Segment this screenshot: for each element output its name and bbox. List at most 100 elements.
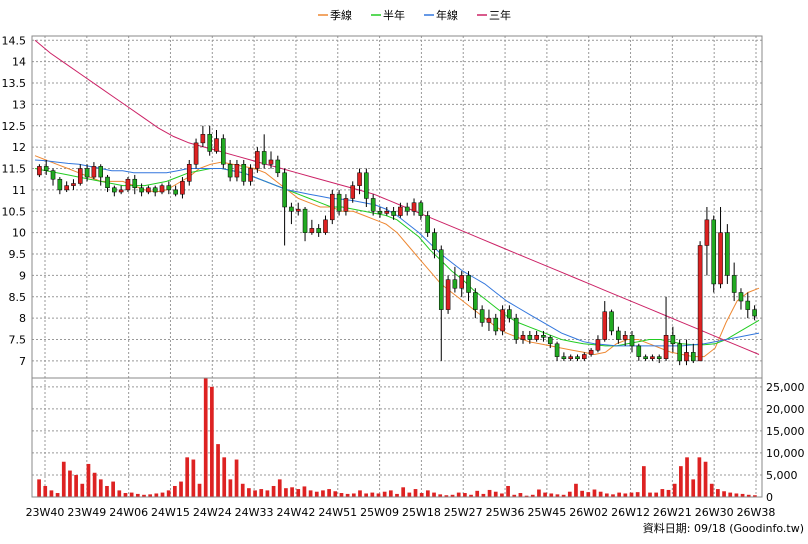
price-tick-label: 8.5	[9, 291, 27, 304]
volume-bar	[604, 493, 609, 497]
volume-bar	[500, 493, 504, 497]
x-tick-label: 26W38	[737, 506, 776, 519]
volume-bar	[493, 491, 498, 497]
volume-bar	[364, 493, 368, 497]
volume-tick-label: 5,000	[766, 469, 798, 482]
candle-up	[77, 168, 83, 184]
volume-bar	[524, 495, 529, 497]
price-tick-label: 14	[12, 56, 26, 69]
volume-bar	[376, 493, 381, 497]
volume-bar	[703, 461, 708, 497]
x-tick-label: 26W02	[569, 506, 608, 519]
volume-bar	[247, 488, 251, 497]
candle-up	[255, 151, 260, 169]
volume-bar	[321, 490, 325, 497]
volume-bar	[413, 489, 418, 497]
volume-tick-label: 20,000	[766, 403, 805, 416]
volume-bar	[160, 492, 165, 497]
volume-bar	[549, 493, 554, 497]
volume-bar	[623, 493, 628, 497]
volume-tick-label: 15,000	[766, 425, 805, 438]
candle-up	[650, 356, 655, 360]
candle-down	[404, 206, 410, 212]
volume-bar	[345, 493, 350, 497]
price-panel-frame	[31, 35, 763, 379]
candle-down	[166, 185, 172, 191]
x-tick-label: 26W21	[653, 506, 692, 519]
volume-bar	[598, 491, 603, 497]
volume-bar	[463, 493, 467, 497]
volume-bar	[259, 489, 264, 497]
volume-bar	[117, 490, 122, 497]
candle-up	[309, 228, 315, 233]
volume-bar	[296, 489, 301, 497]
candle-down	[418, 202, 424, 216]
volume-bar	[148, 494, 153, 497]
volume-bar	[734, 493, 739, 497]
candle-down	[43, 166, 49, 171]
candle-down	[561, 356, 567, 360]
volume-bar	[395, 493, 399, 497]
volume-bar	[216, 444, 220, 497]
candle-down	[541, 335, 546, 338]
x-tick-label: 24W15	[151, 506, 190, 519]
volume-bar	[277, 479, 282, 497]
price-tick-label: 8	[19, 312, 26, 325]
candle-down	[173, 189, 178, 195]
volume-bar	[80, 483, 85, 497]
volume-bar	[746, 494, 751, 497]
candle-down	[636, 345, 642, 357]
x-tick-label: 24W42	[277, 506, 316, 519]
volume-bar	[111, 481, 115, 497]
candle-up	[459, 275, 465, 289]
candle-down	[227, 164, 233, 178]
volume-bar	[61, 461, 66, 497]
volume-bar	[530, 494, 535, 497]
candle-down	[282, 172, 287, 208]
volume-bar	[240, 483, 245, 497]
candle-down	[527, 335, 533, 340]
x-tick-label: 24W24	[193, 506, 232, 519]
volume-bar	[333, 491, 338, 497]
candle-up	[125, 178, 131, 191]
volume-bar	[86, 463, 91, 497]
candle-down	[139, 187, 144, 193]
volume-bar	[685, 457, 689, 497]
candle-down	[547, 337, 553, 345]
axes: 14.5 14 13.5 13 12.5 12 11.5 11 10.5 10 9.5 9 8.5 8 7.…	[2, 34, 805, 519]
candle-up	[445, 279, 451, 310]
volume-tick-label: 0	[766, 491, 773, 504]
volume-bar	[271, 485, 276, 497]
volume-bar	[561, 494, 566, 497]
price-tick-label: 9	[19, 269, 26, 282]
candle-down	[745, 300, 751, 310]
candle-down	[575, 356, 580, 360]
candle-down	[438, 249, 444, 310]
volume-bar	[105, 485, 109, 497]
price-tick-label: 7.5	[9, 334, 27, 347]
volume-bar	[481, 493, 486, 497]
candle-down	[643, 356, 648, 360]
volume-bar	[123, 493, 128, 497]
candle-down	[377, 211, 383, 214]
volume-bar	[222, 457, 227, 497]
candle-down	[207, 134, 212, 152]
candle-up	[248, 168, 253, 182]
volume-bar	[327, 489, 331, 497]
volume-bar	[426, 490, 430, 497]
price-tick-label: 10.5	[2, 205, 27, 218]
volume-bar	[691, 479, 696, 497]
candle-up	[663, 335, 669, 360]
volume-bar	[641, 466, 646, 497]
candle-down	[752, 309, 757, 317]
volume-bar	[648, 492, 652, 497]
candle-up	[234, 164, 240, 178]
legend-label: 年線	[436, 8, 458, 22]
volume-bar	[142, 494, 146, 497]
candle-up	[64, 185, 69, 191]
price-tick-label: 12	[12, 141, 26, 154]
candle-down	[370, 198, 376, 212]
candle-up	[595, 339, 601, 351]
